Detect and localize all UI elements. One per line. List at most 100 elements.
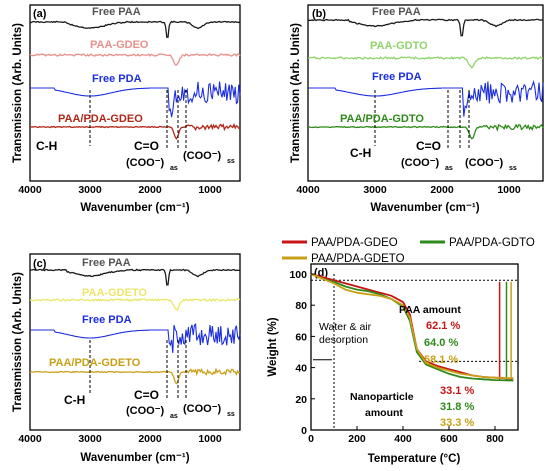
y-axis-label-a: Transmission (Arb. Units) [12, 23, 24, 163]
tga-np-amount-gdeto: 33.3 % [440, 417, 474, 429]
tga-xtick-label-2: 400 [394, 433, 412, 445]
series-label-free-pda-a: Free PDA [92, 73, 142, 85]
tga-ytick-label-0: 0 [301, 425, 307, 437]
x-tick-c-0: 4000 [18, 433, 42, 445]
x-tick-c-2: 2000 [138, 433, 162, 445]
tga-xtick-label-1: 200 [348, 433, 366, 445]
annotation-ss-sub-b: ss [509, 165, 517, 172]
series-label-paa-gdeo: PAA-GDEO [90, 39, 149, 51]
spectrum-free-paa-1 [307, 18, 544, 37]
series-label-free-paa-a: Free PAA [92, 6, 141, 18]
y-axis-label-c: Transmission (Arb. Units) [12, 272, 24, 412]
spectrum-free-paa-2 [29, 268, 241, 286]
series-label-paa-gdeto: PAA-GDETO [82, 287, 147, 299]
tga-np-amount-gdto: 31.8 % [440, 401, 474, 413]
tga-paa-amount-gdto: 64.0 % [424, 337, 458, 349]
tga-annotation-np-line2: amount [365, 407, 403, 419]
panel-a-tag: (a) [33, 8, 47, 20]
annotation-coo-as-c: (COO⁻) [126, 405, 165, 417]
tga-curves [310, 273, 514, 382]
tga-paa-amount-gdeo: 62.1 % [426, 320, 460, 332]
legend-d: PAA/PDA-GDEO PAA/PDA-GDTO PAA/PDA-GDETO [282, 237, 535, 265]
annotation-coo-ss-a: (COO⁻) [183, 150, 222, 162]
tga-np-amount-gdeo: 33.1 % [440, 385, 474, 397]
tga-annotation-paa-amount: PAA amount [399, 304, 461, 316]
x-tick-a-0: 4000 [18, 184, 42, 196]
x-axis-label-a: Wavenumber (cm⁻¹) [80, 202, 189, 214]
y-axis-label-d: Weight (%) [267, 317, 279, 376]
annotation-as-sub-a: as [170, 165, 178, 172]
panel-d: PAA/PDA-GDEO PAA/PDA-GDTO PAA/PDA-GDETO … [267, 237, 535, 465]
spectrum-nanoparticle-0 [29, 53, 241, 66]
x-tick-b-0: 4000 [296, 184, 320, 196]
panel-b-spectra [307, 18, 544, 150]
spectrum-free-pda-1 [308, 79, 544, 117]
legend-label-gdeto: PAA/PDA-GDETO [311, 253, 405, 265]
series-label-free-paa-c: Free PAA [82, 257, 131, 269]
x-axis-label-b: Wavenumber (cm⁻¹) [370, 202, 479, 214]
x-axis-label-d: Temperature (°C) [368, 453, 461, 465]
tga-curve-2 [310, 273, 514, 380]
x-tick-a-2: 2000 [138, 184, 162, 196]
x-tick-a-1: 3000 [78, 184, 102, 196]
tga-annotation-desorption-line2: desorption [319, 334, 368, 346]
panel-a: (a) Free PAA PAA-GDEO Free PDA PAA/PDA-G… [12, 4, 241, 214]
series-label-paa-pda-gdto: PAA/PDA-GDTO [340, 113, 424, 125]
x-tick-a-3: 1000 [198, 184, 222, 196]
spectrum-nanoparticle-2 [29, 297, 241, 311]
annotation-coo-as-b: (COO⁻) [401, 157, 440, 169]
spectrum-free-pda-2 [30, 323, 241, 353]
tga-xtick-label-3: 600 [440, 433, 458, 445]
panel-c-tag: (c) [33, 258, 47, 270]
annotation-ch-a: C-H [36, 139, 57, 153]
annotation-ch-b: C-H [350, 146, 371, 160]
series-label-free-paa-b: Free PAA [372, 6, 421, 18]
annotation-as-sub-b: as [445, 165, 453, 172]
tga-paa-amount-gdeto: 58.1 % [424, 354, 458, 366]
panel-c-frame [29, 253, 241, 431]
spectrum-nanoparticle-1 [307, 56, 543, 69]
spectrum-composite-2 [29, 367, 241, 385]
x-tick-b-2: 2000 [430, 184, 454, 196]
y-axis-label-b: Transmission (Arb. Units) [290, 23, 302, 163]
panel-c: (c) Free PAA PAA-GDETO Free PDA PAA/PDA-… [12, 253, 241, 464]
tga-ticks: 0 200 400 600 800 0 20 40 60 80 100 [289, 269, 503, 445]
x-ticks-a: 4000 3000 2000 1000 [18, 184, 222, 196]
legend-label-gdto: PAA/PDA-GDTO [449, 237, 535, 249]
spectrum-free-paa-0 [29, 20, 241, 38]
tga-xtick-label-0: 0 [308, 433, 314, 445]
tga-ytick-label-1: 20 [295, 394, 307, 406]
tga-ytick-label-2: 40 [295, 363, 307, 375]
legend-label-gdeo: PAA/PDA-GDEO [311, 237, 398, 249]
annotation-coo-ss-b: (COO⁻) [465, 157, 504, 169]
annotation-coo-as-a: (COO⁻) [126, 157, 165, 169]
spectrum-composite-0 [29, 122, 241, 141]
annotation-ss-sub-a: ss [227, 158, 235, 165]
x-tick-c-1: 3000 [78, 433, 102, 445]
x-tick-c-3: 1000 [198, 433, 222, 445]
annotation-coo-ss-c: (COO⁻) [183, 403, 222, 415]
panel-d-frame [310, 263, 519, 431]
panel-b-frame [307, 4, 544, 182]
panel-b: (b) Free PAA PAA-GDTO Free PDA PAA/PDA-G… [290, 4, 544, 214]
spectrum-composite-1 [307, 123, 544, 140]
tga-ytick-label-4: 80 [295, 300, 307, 312]
x-ticks-c: 4000 3000 2000 1000 [18, 433, 222, 445]
annotation-ss-sub-c: ss [227, 411, 235, 418]
panel-a-spectra [29, 20, 241, 150]
x-ticks-b: 4000 3000 2000 1000 [296, 184, 521, 196]
panel-b-tag: (b) [312, 8, 326, 20]
tga-guides [311, 274, 518, 430]
annotation-as-sub-c: as [170, 413, 178, 420]
tga-annotation-np-line1: Nanoparticle [350, 391, 414, 403]
annotation-co-b: C=O [416, 139, 441, 153]
series-label-free-pda-b: Free PDA [372, 71, 422, 83]
annotation-co-c: C=O [134, 388, 159, 402]
series-label-paa-gdto: PAA-GDTO [370, 40, 428, 52]
series-label-free-pda-c: Free PDA [82, 314, 132, 326]
x-axis-label-c: Wavenumber (cm⁻¹) [80, 452, 189, 464]
tga-ytick-label-5: 100 [289, 269, 307, 281]
x-tick-b-1: 3000 [363, 184, 387, 196]
tga-xtick-label-4: 800 [486, 433, 504, 445]
